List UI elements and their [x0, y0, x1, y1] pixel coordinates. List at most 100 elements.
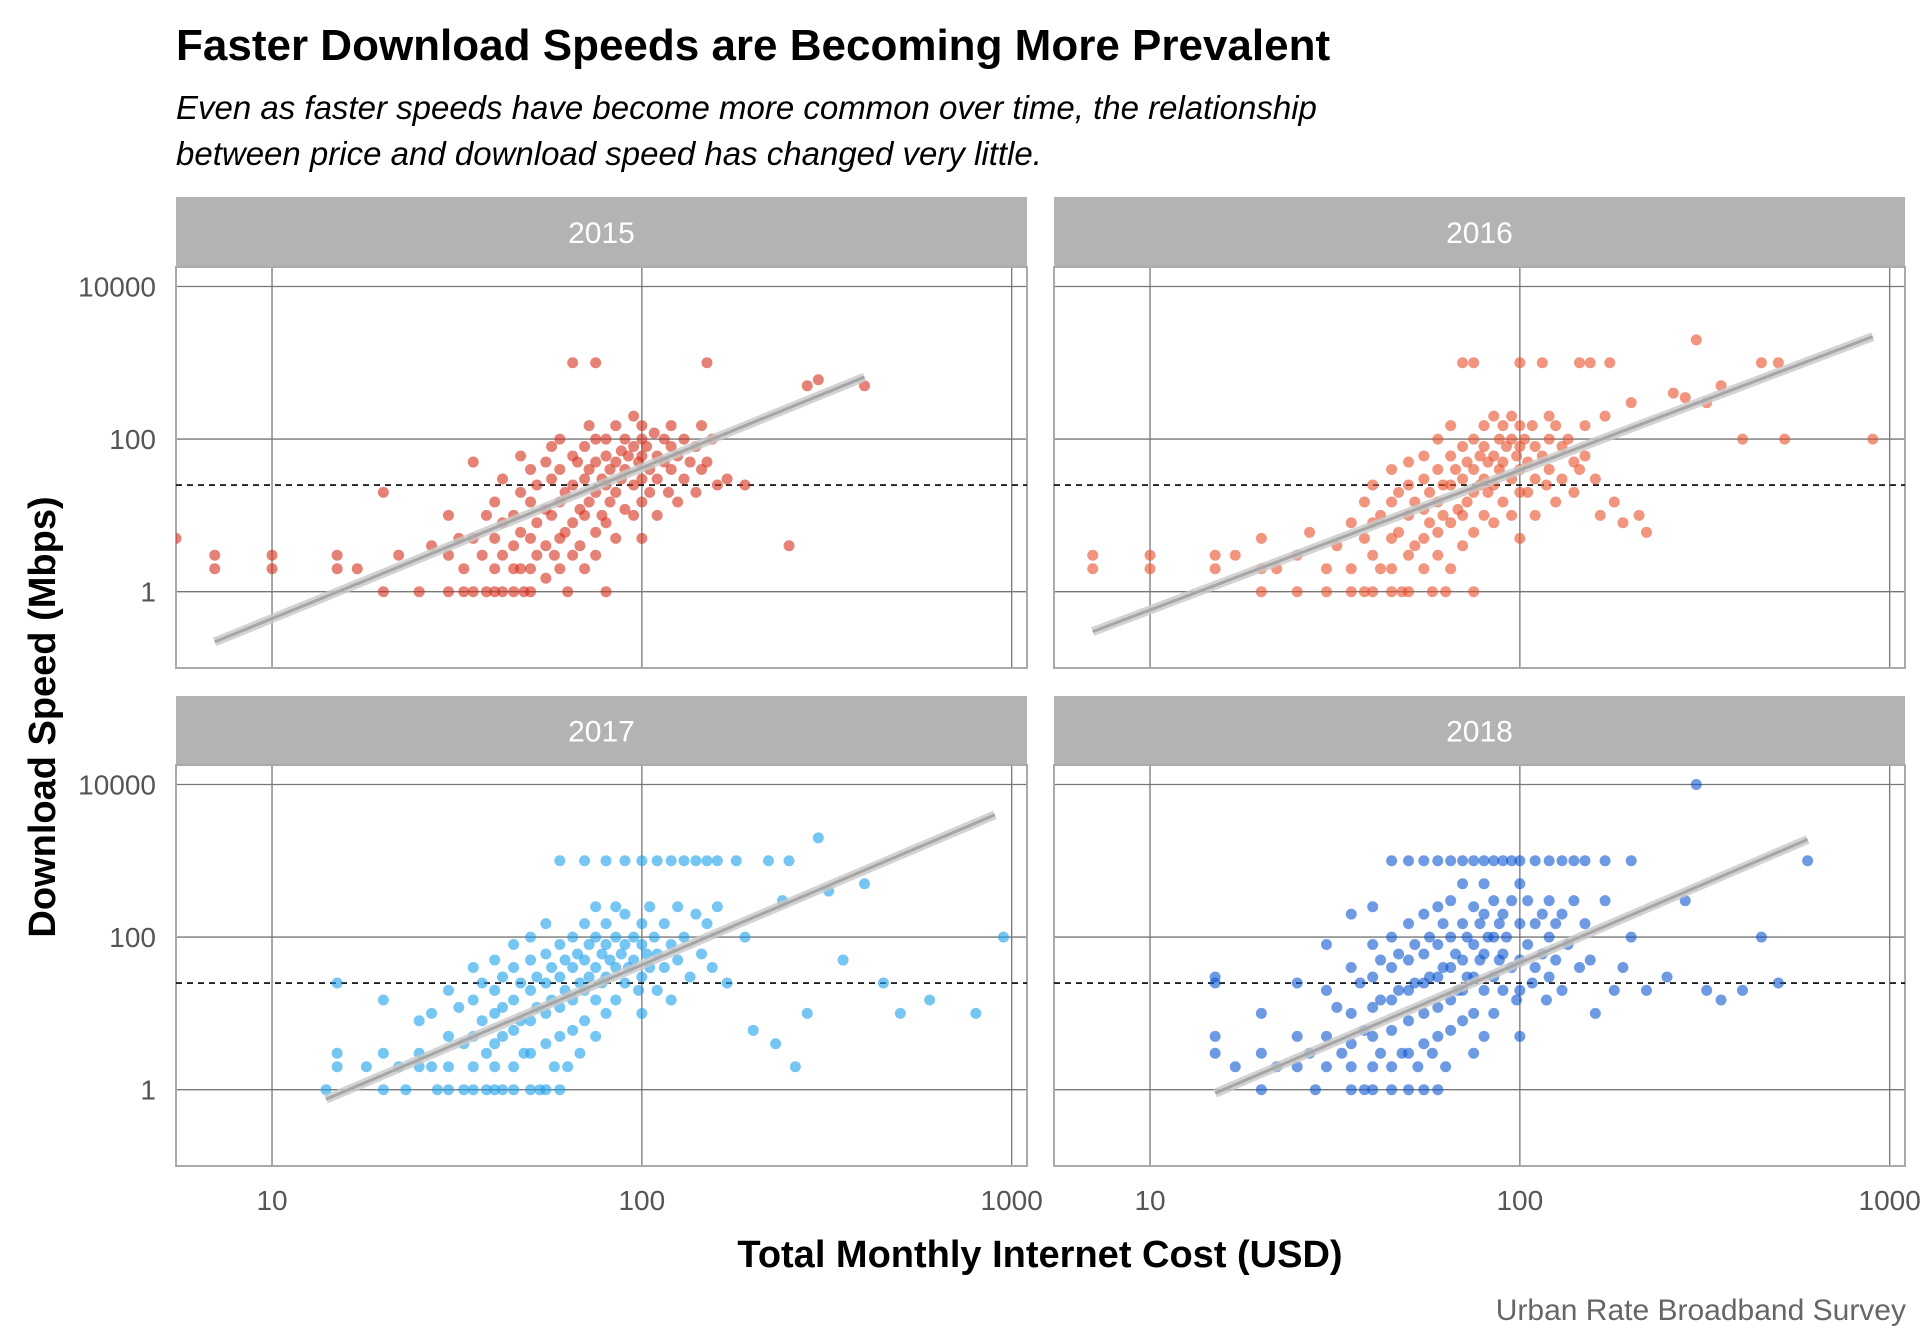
data-point: [1320, 1061, 1332, 1073]
data-point: [644, 486, 656, 498]
data-point: [678, 931, 690, 943]
data-point: [1574, 961, 1586, 973]
data-point: [1488, 855, 1500, 867]
y-tick-label: 10000: [78, 769, 156, 800]
data-point: [525, 931, 537, 943]
data-point: [1497, 908, 1509, 920]
data-point: [1690, 778, 1702, 790]
data-point: [579, 509, 591, 521]
data-point: [1737, 984, 1749, 996]
data-point: [567, 479, 579, 491]
data-point: [1320, 1030, 1332, 1042]
data-point: [266, 563, 278, 575]
data-point: [684, 971, 696, 983]
trend-line: [1214, 838, 1809, 1095]
data-point: [658, 961, 670, 973]
data-point: [1617, 961, 1629, 973]
data-point: [1608, 984, 1620, 996]
data-point: [600, 918, 612, 930]
data-point: [515, 486, 527, 498]
data-point: [600, 450, 612, 462]
data-point: [628, 440, 640, 452]
data-point: [610, 456, 622, 468]
facet-strip-2016: [1054, 197, 1905, 267]
data-point: [567, 961, 579, 973]
data-point: [636, 473, 648, 485]
facet-strip-2015: [176, 197, 1027, 267]
chart-title: Faster Download Speeds are Becoming More…: [176, 21, 1330, 70]
data-point: [604, 463, 616, 475]
plot-area: [1054, 267, 1905, 668]
data-point: [413, 1015, 425, 1027]
data-point: [1514, 357, 1526, 369]
chart-subtitle-line-1: Even as faster speeds have become more c…: [176, 89, 1317, 126]
data-point: [1403, 1047, 1415, 1059]
data-point: [1367, 901, 1379, 913]
data-point: [1412, 1061, 1424, 1073]
data-point: [747, 1024, 759, 1036]
data-point: [497, 1084, 509, 1096]
data-point: [579, 855, 591, 867]
data-point: [1529, 961, 1541, 973]
data-point: [467, 1061, 479, 1073]
data-point: [480, 509, 492, 521]
data-point: [1309, 1084, 1321, 1096]
data-point: [665, 420, 677, 432]
data-point: [442, 1084, 454, 1096]
data-point: [644, 901, 656, 913]
data-point: [1468, 1007, 1480, 1019]
data-point: [1358, 496, 1370, 508]
data-point: [1506, 509, 1518, 521]
data-point: [610, 994, 622, 1006]
points-2015: [176, 357, 871, 598]
data-point: [209, 549, 221, 561]
data-point: [579, 954, 591, 966]
data-point: [525, 984, 537, 996]
data-point: [1526, 420, 1538, 432]
data-point: [651, 473, 663, 485]
data-point: [1468, 901, 1480, 913]
panel-border: [1053, 764, 1906, 1167]
data-point: [1701, 984, 1713, 996]
data-point: [442, 509, 454, 521]
data-point: [497, 1001, 509, 1013]
data-point: [672, 901, 684, 913]
panel-border: [175, 764, 1028, 1167]
data-point: [1358, 532, 1370, 544]
x-tick-label: 100: [1496, 1185, 1543, 1216]
data-point: [1640, 984, 1652, 996]
data-point: [1424, 517, 1436, 529]
data-point: [331, 1061, 343, 1073]
data-point: [489, 1038, 501, 1050]
data-point: [554, 463, 566, 475]
data-point: [377, 994, 389, 1006]
data-point: [1418, 473, 1430, 485]
data-point: [546, 509, 558, 521]
x-tick-label: 10: [1134, 1185, 1165, 1216]
data-point: [1445, 479, 1457, 491]
data-point: [176, 532, 182, 544]
data-point: [540, 918, 552, 930]
data-point: [1445, 961, 1457, 973]
data-point: [1478, 509, 1490, 521]
data-point: [1579, 450, 1591, 462]
data-point: [453, 1001, 465, 1013]
data-point: [562, 586, 574, 598]
data-point: [531, 517, 543, 529]
data-point: [721, 473, 733, 485]
data-point: [1457, 855, 1469, 867]
data-point: [1522, 486, 1534, 498]
data-point: [489, 532, 501, 544]
data-point: [1468, 855, 1480, 867]
data-point: [1345, 586, 1357, 598]
data-point: [1367, 586, 1379, 598]
data-point: [783, 540, 795, 552]
data-point: [1450, 463, 1462, 475]
data-point: [1367, 549, 1379, 561]
data-point: [1529, 440, 1541, 452]
facet-strip-2017: [176, 696, 1027, 765]
data-point: [1291, 1030, 1303, 1042]
data-point: [628, 931, 640, 943]
data-point: [1478, 420, 1490, 432]
data-point: [1715, 994, 1727, 1006]
